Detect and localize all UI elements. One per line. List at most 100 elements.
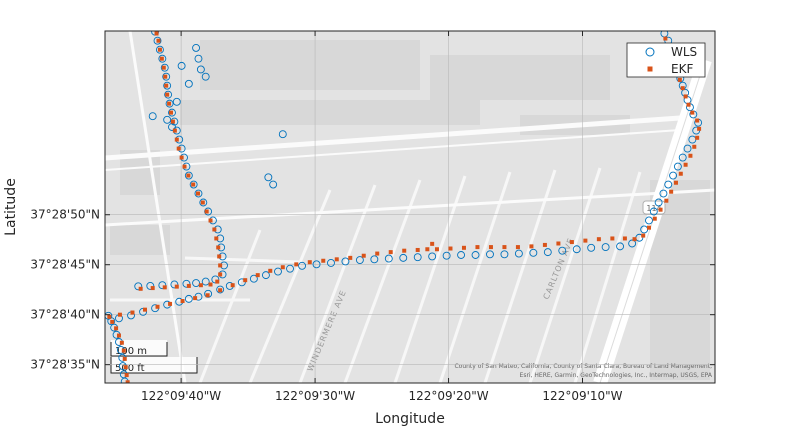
wls-point bbox=[654, 198, 663, 207]
ekf-point bbox=[195, 191, 200, 196]
y-tick-label: 37°28'45"N bbox=[30, 258, 100, 272]
ekf-point bbox=[217, 254, 222, 259]
ekf-point bbox=[125, 380, 130, 383]
ekf-point bbox=[683, 94, 688, 99]
scale-bar-metric: 100 m bbox=[115, 346, 147, 357]
ekf-point bbox=[216, 245, 221, 250]
wls-point bbox=[558, 246, 567, 255]
buildings bbox=[110, 40, 710, 380]
y-axis-label: Latitude bbox=[3, 178, 19, 236]
y-tick-label: 37°28'40"N bbox=[30, 308, 100, 322]
wls-point bbox=[261, 271, 270, 280]
wls-point bbox=[298, 261, 307, 270]
wls-point bbox=[442, 251, 451, 260]
ekf-point bbox=[114, 326, 119, 331]
wls-point bbox=[184, 294, 193, 303]
ekf-point bbox=[430, 241, 435, 246]
wls-point bbox=[172, 97, 181, 106]
ekf-point bbox=[695, 118, 700, 123]
wls-point bbox=[184, 171, 193, 180]
legend-label-wls: WLS bbox=[671, 45, 697, 59]
wls-point bbox=[164, 90, 173, 99]
x-tick-label: 122°09'10"W bbox=[542, 389, 622, 403]
wls-point bbox=[194, 189, 203, 198]
wls-point bbox=[500, 250, 509, 259]
ekf-point bbox=[294, 262, 299, 267]
wls-point bbox=[162, 72, 171, 81]
wls-point bbox=[645, 216, 653, 225]
wls-point bbox=[194, 54, 203, 63]
x-tick-label: 122°09'30"W bbox=[275, 389, 355, 403]
ekf-point bbox=[686, 102, 691, 107]
wls-point bbox=[165, 99, 174, 108]
wls-point bbox=[529, 248, 538, 257]
ekf-point bbox=[215, 279, 220, 284]
wls-point bbox=[163, 115, 172, 124]
ekf-point bbox=[122, 356, 127, 361]
ekf-point bbox=[230, 283, 235, 288]
legend: WLS EKF bbox=[626, 42, 706, 78]
ekf-point bbox=[321, 258, 326, 263]
ekf-point bbox=[680, 86, 685, 91]
ekf-point bbox=[200, 200, 205, 205]
ekf-point bbox=[155, 304, 160, 309]
wls-point bbox=[683, 144, 692, 153]
ekf-point bbox=[110, 319, 115, 324]
wls-point bbox=[237, 278, 246, 287]
ekf-point bbox=[697, 126, 702, 131]
wls-point bbox=[341, 257, 350, 266]
ekf-point bbox=[150, 286, 155, 291]
wls-point bbox=[543, 248, 552, 257]
wls-point bbox=[274, 267, 282, 276]
ekf-point bbox=[632, 237, 637, 242]
wls-point bbox=[170, 117, 179, 126]
ekf-point bbox=[596, 237, 601, 242]
scale-bar: 100 m 500 ft bbox=[110, 340, 198, 374]
ekf-point bbox=[119, 340, 124, 345]
ekf-point bbox=[218, 263, 223, 268]
ekf-point bbox=[186, 173, 191, 178]
ekf-point bbox=[348, 255, 353, 260]
ekf-point bbox=[205, 293, 210, 298]
ekf-point bbox=[172, 128, 177, 133]
ekf-point bbox=[502, 245, 507, 250]
ekf-point bbox=[198, 283, 203, 288]
ekf-point bbox=[448, 246, 453, 251]
ekf-point bbox=[425, 247, 430, 252]
ekf-point bbox=[157, 47, 162, 52]
wls-point bbox=[182, 279, 191, 288]
ekf-point bbox=[163, 74, 168, 79]
highway-shield-label: 114 bbox=[646, 204, 661, 213]
wls-point bbox=[286, 264, 294, 273]
wls-point bbox=[170, 280, 179, 289]
ekf-point bbox=[243, 278, 248, 283]
wls-point bbox=[355, 256, 364, 264]
wls-point bbox=[199, 198, 208, 207]
ekf-point bbox=[556, 241, 561, 246]
ekf-point bbox=[415, 247, 420, 252]
wls-point bbox=[158, 54, 167, 63]
wls-point bbox=[189, 180, 198, 189]
ekf-point bbox=[678, 171, 683, 176]
ekf-point bbox=[156, 38, 161, 43]
wls-point bbox=[587, 243, 596, 252]
ekf-point bbox=[569, 240, 574, 245]
x-axis-label: Longitude bbox=[375, 411, 445, 427]
ekf-point bbox=[138, 286, 143, 291]
ekf-point bbox=[255, 273, 260, 278]
ekf-point bbox=[388, 250, 393, 255]
ekf-point bbox=[191, 182, 196, 187]
wls-point bbox=[153, 36, 162, 45]
ekf-point bbox=[193, 296, 198, 301]
ekf-point bbox=[161, 65, 166, 70]
ekf-point bbox=[529, 244, 534, 249]
ekf-point bbox=[182, 164, 187, 169]
wls-point bbox=[428, 252, 437, 261]
ekf-point bbox=[658, 207, 663, 212]
x-tick-label: 122°09'40"W bbox=[141, 389, 221, 403]
ekf-point bbox=[583, 238, 588, 243]
wls-point bbox=[664, 180, 673, 189]
wls-point bbox=[184, 79, 193, 88]
wls-point bbox=[216, 285, 225, 294]
ekf-point bbox=[204, 209, 209, 214]
